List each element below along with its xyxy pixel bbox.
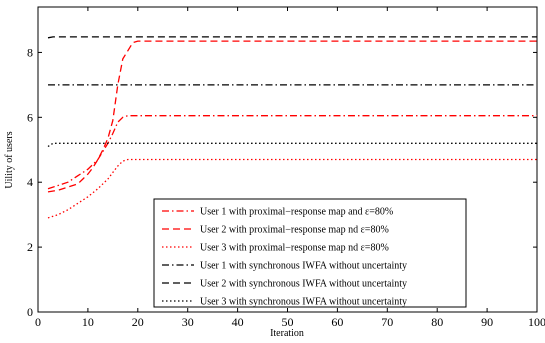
legend-box [153, 198, 467, 308]
x-tick-label: 40 [232, 315, 244, 329]
legend-label-3: User 3 with proximal−response map nd ε=8… [200, 243, 389, 254]
legend-label-5: User 2 with synchronous IWFA without unc… [200, 279, 407, 290]
legend: User 1 with proximal−response map and ε=… [153, 198, 467, 308]
y-tick-label: 8 [27, 45, 33, 59]
y-tick-label: 6 [27, 110, 33, 124]
series-line-3 [47, 158, 537, 219]
series-line-6 [47, 142, 537, 148]
y-tick-label: 0 [27, 305, 33, 319]
x-tick-label: 50 [282, 315, 294, 329]
x-tick-label: 20 [132, 315, 144, 329]
x-axis-label: Iteration [270, 328, 304, 339]
ticks-layer: 0 10 20 30 40 50 60 70 80 90 100 0 2 4 6 8 [27, 7, 545, 329]
y-tick-label: 4 [27, 175, 33, 189]
x-tick-label: 0 [35, 315, 41, 329]
legend-label-2: User 2 with proximal−response map nd ε=8… [200, 225, 389, 236]
series-line-2 [47, 40, 537, 193]
series-line-1 [47, 115, 537, 190]
x-tick-label: 60 [331, 315, 343, 329]
legend-label-4: User 1 with synchronous IWFA without unc… [200, 261, 407, 272]
x-tick-label: 10 [82, 315, 94, 329]
legend-label-6: User 3 with synchronous IWFA without unc… [200, 297, 407, 308]
legend-label-1: User 1 with proximal−response map and ε=… [200, 207, 393, 218]
x-tick-label: 90 [481, 315, 493, 329]
x-tick-label: 70 [381, 315, 393, 329]
y-tick-label: 2 [27, 240, 33, 254]
y-axis-label: Uility of users [4, 131, 15, 188]
x-tick-label: 80 [431, 315, 443, 329]
series-line-5 [47, 36, 537, 39]
series-layer [47, 36, 537, 219]
x-tick-label: 100 [528, 315, 545, 329]
x-tick-label: 30 [182, 315, 194, 329]
